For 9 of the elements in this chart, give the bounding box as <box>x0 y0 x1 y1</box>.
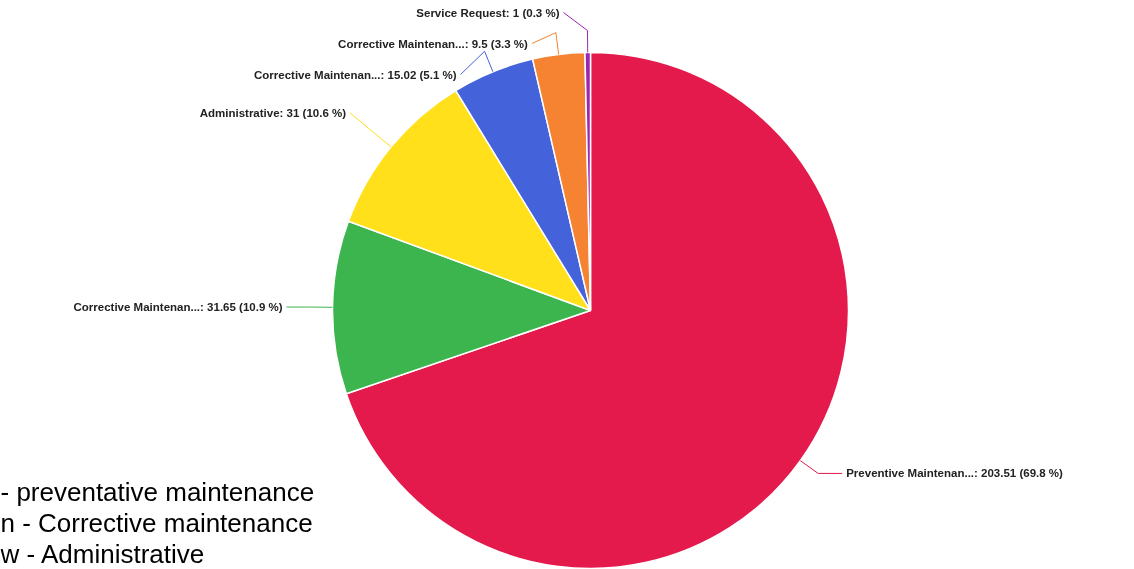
slice-label: Corrective Maintenan...: 9.5 (3.3 %) <box>338 37 529 50</box>
slice-label: Administrative: 31 (10.6 %) <box>199 106 347 119</box>
text: - preventative maintenance <box>0 476 315 507</box>
text: n - Corrective maintenance <box>0 507 313 538</box>
slice-label: Corrective Maintenan...: 15.02 (5.1 %) <box>253 68 457 81</box>
slice-label: Service Request: 1 (0.3 %) <box>416 6 560 19</box>
text: w - Administrative <box>0 538 205 569</box>
slice-label: Corrective Maintenan...: 31.65 (10.9 %) <box>73 301 283 314</box>
slice-label: Preventive Maintenan...: 203.51 (69.8 %) <box>846 467 1064 480</box>
